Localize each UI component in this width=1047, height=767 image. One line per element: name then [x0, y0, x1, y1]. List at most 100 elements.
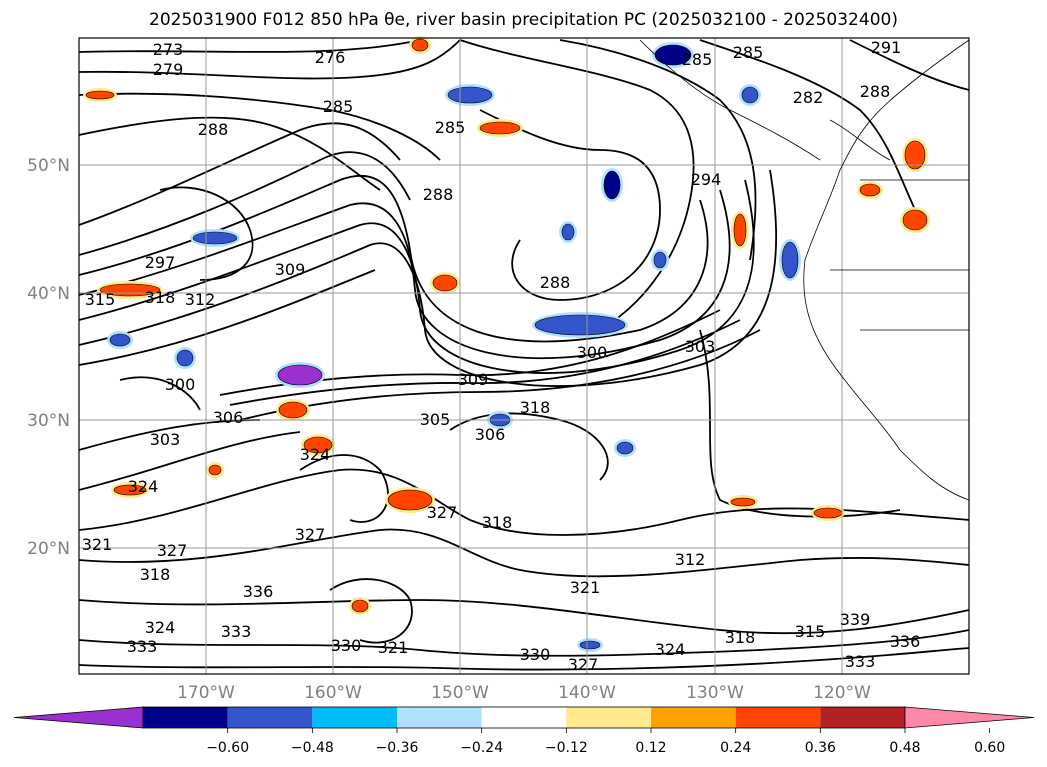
lat-label: 40°N	[27, 284, 70, 304]
contour-label: 282	[793, 88, 824, 107]
map-title: 2025031900 F012 850 hPa θe, river basin …	[149, 10, 898, 30]
precip-shade	[741, 86, 759, 104]
theta-e-contour	[329, 578, 413, 644]
contour-label: 324	[145, 618, 176, 637]
theta-e-contour	[229, 319, 741, 406]
colorbar-segment	[397, 707, 482, 728]
precip-shade	[579, 640, 601, 650]
contour-label: 333	[127, 637, 158, 656]
precip-shade	[176, 349, 194, 367]
colorbar-segment	[481, 707, 567, 728]
lat-label: 50°N	[27, 156, 70, 176]
colorbar-tick-label: −0.36	[376, 740, 419, 756]
precip-shade	[432, 274, 458, 292]
precip-shade	[447, 86, 493, 104]
precip-shade	[616, 441, 634, 455]
theta-e-contour	[78, 179, 755, 374]
contour-label: 336	[243, 582, 274, 601]
precip-shade	[303, 436, 333, 454]
theta-e-contour	[239, 329, 761, 421]
precip-shade	[603, 170, 621, 200]
theta-e-contour	[78, 116, 381, 191]
precip-shade	[904, 140, 926, 170]
colorbar-segment	[143, 707, 228, 728]
contour-label: 297	[145, 253, 176, 272]
contour-label: 285	[682, 50, 713, 69]
colorbar-tick-label: −0.60	[206, 740, 249, 756]
contour-label: 324	[300, 445, 331, 464]
contour-label: 285	[733, 43, 764, 62]
theta-e-contour	[78, 92, 441, 161]
coastline-segment	[829, 119, 891, 161]
colorbar-tick-label: 0.24	[720, 740, 751, 756]
colorbar-segment	[735, 707, 821, 728]
contour-label: 276	[315, 48, 346, 67]
latitude-labels: 50°N 40°N 30°N 20°N	[27, 156, 70, 559]
colorbar-tick-label: 0.36	[805, 740, 836, 756]
contour-label: 315	[795, 622, 826, 641]
theta-e-contour	[299, 454, 389, 523]
contour-label: 305	[420, 410, 451, 429]
precip-shade	[479, 121, 521, 135]
contour-label: 327	[295, 525, 326, 544]
contour-label: 285	[323, 97, 354, 116]
precip-shade	[653, 251, 667, 269]
map-frame	[79, 38, 969, 674]
contour-label: 318	[145, 288, 176, 307]
theta-e-contour	[78, 269, 376, 366]
contour-label: 288	[540, 273, 571, 292]
precip-shade	[192, 231, 238, 245]
precip-shade	[534, 314, 626, 336]
precip-shade	[351, 599, 369, 613]
contour-label: 288	[198, 120, 229, 139]
graticule	[79, 38, 969, 674]
contour-label: 324	[128, 477, 159, 496]
precip-shade	[387, 489, 433, 511]
contour-label: 300	[165, 375, 196, 394]
theta-e-contour	[78, 629, 970, 657]
theta-e-contour	[78, 468, 970, 536]
contour-label: 321	[378, 638, 409, 657]
precip-shade	[730, 497, 756, 507]
contour-label: 321	[570, 578, 601, 597]
longitude-labels: 170°W 160°W 150°W 140°W 130°W 120°W	[177, 683, 871, 703]
contour-label: 309	[458, 370, 489, 389]
colorbar-tick-label: −0.24	[460, 740, 503, 756]
theta-e-contour	[159, 186, 254, 281]
lon-label: 150°W	[431, 683, 489, 703]
contour-label: 327	[157, 541, 188, 560]
precip-shade	[109, 333, 131, 347]
theta-e-contour	[119, 376, 201, 411]
contour-label: 312	[675, 550, 706, 569]
contour-label: 327	[568, 655, 599, 674]
contour-label: 315	[85, 290, 116, 309]
colorbar-segment	[227, 707, 313, 728]
precip-shade	[781, 241, 799, 279]
precip-shade	[208, 464, 222, 476]
contour-label: 294	[691, 170, 722, 189]
contour-label: 336	[890, 632, 921, 651]
contour-label: 306	[213, 408, 244, 427]
colorbar-tick-label: −0.48	[291, 740, 334, 756]
theta-e-contour	[78, 599, 970, 635]
precipitation-shading	[83, 36, 930, 652]
contour-label: 303	[685, 337, 716, 356]
precip-shade	[277, 364, 323, 386]
contour-label: 330	[331, 636, 362, 655]
contour-label: 321	[82, 535, 113, 554]
contour-label: 312	[185, 290, 216, 309]
contour-label: 318	[482, 513, 513, 532]
theta-e-contour	[78, 39, 461, 80]
lon-label: 140°W	[558, 683, 616, 703]
contour-label: 291	[871, 38, 902, 57]
lat-label: 30°N	[27, 411, 70, 431]
lon-label: 170°W	[177, 683, 235, 703]
contour-label: 306	[475, 425, 506, 444]
precip-shade	[902, 209, 928, 231]
colorbar-extend-min	[13, 706, 144, 729]
contour-label: 303	[150, 430, 181, 449]
theta-e-contour	[849, 39, 970, 91]
contour-label: 339	[840, 610, 871, 629]
